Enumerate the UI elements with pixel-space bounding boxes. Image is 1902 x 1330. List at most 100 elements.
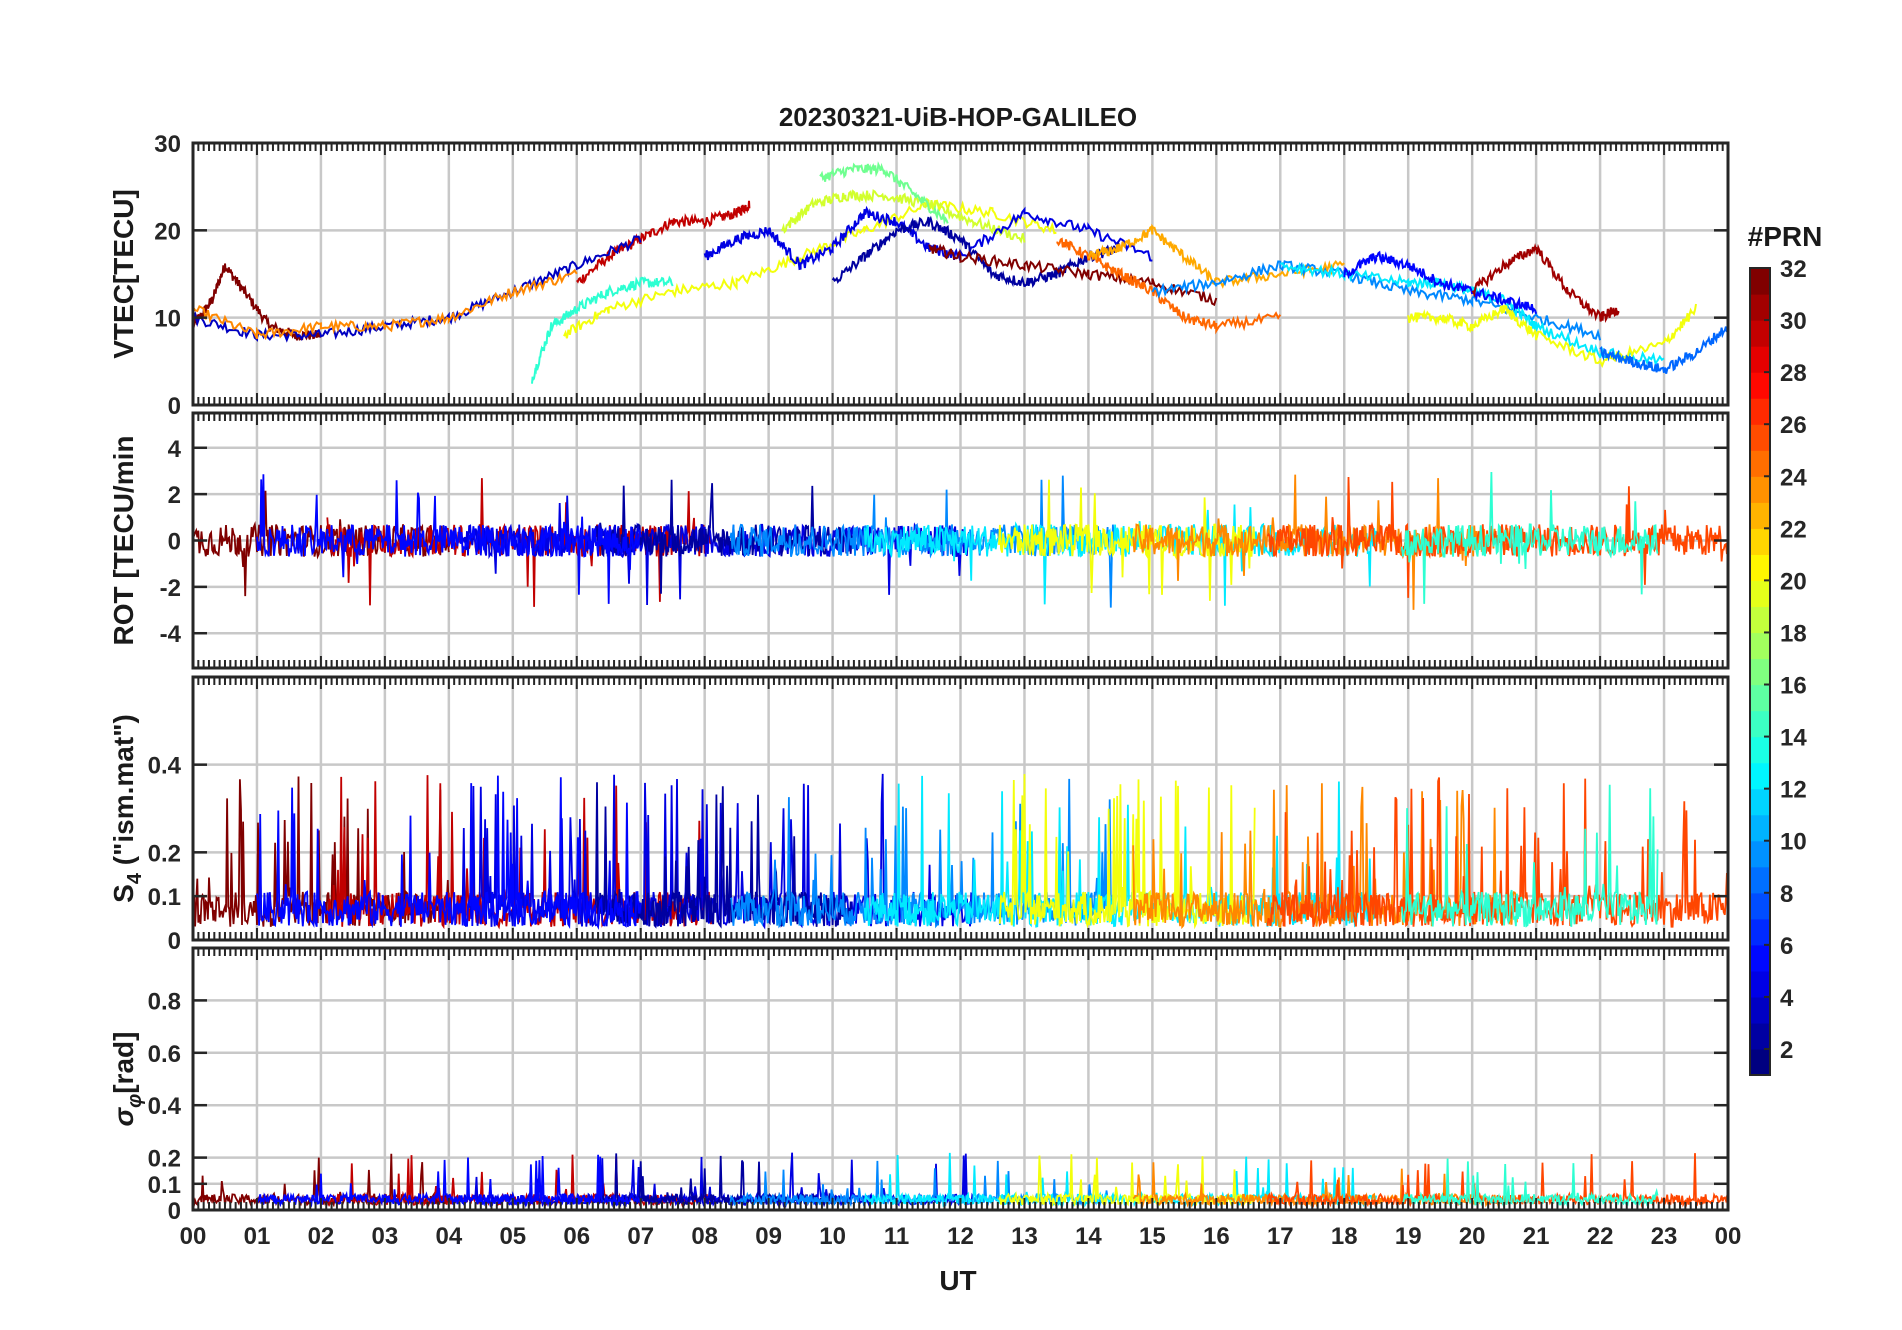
colorbar-tick-label: 14 [1780, 725, 1807, 752]
colorbar-step [1750, 554, 1770, 581]
panel-1-minor-ticks [192, 143, 1729, 405]
vtec-series-17 [1471, 242, 1620, 323]
x-tick-label: 01 [244, 1223, 271, 1250]
panel-2: -4 -2 0 2 4 ROT [TECU/min [108, 411, 1730, 670]
vtec-series-15 [1280, 261, 1665, 366]
panel-1-grid [193, 143, 1728, 405]
y-tick-label: -4 [160, 621, 182, 648]
panel-4: 00.10.2 0.4 0.6 0.8σφ[rad] [108, 946, 1730, 1225]
y-tick-label: 0.4 [148, 753, 182, 780]
colorbar-step [1750, 580, 1770, 608]
x-tick-label: 03 [372, 1223, 399, 1250]
panel-2-ylabel: ROT [TECU/min [108, 436, 139, 646]
figure-title: 20230321-UiB-HOP-GALILEO [779, 102, 1137, 132]
colorbar-step [1750, 944, 1770, 972]
x-tick-label: 18 [1331, 1223, 1358, 1250]
colorbar-frame [1749, 267, 1771, 1076]
colorbar-tick-label: 26 [1780, 412, 1807, 439]
colorbar-step [1750, 372, 1770, 399]
y-tick-label: 2 [168, 482, 181, 509]
colorbar-tick-label: 2 [1780, 1037, 1793, 1064]
x-axis: 00 01 02 03 04 05 06 07 08 09 10 11 12 13 14 15 16 17 18 19… [180, 1223, 1742, 1250]
vtec-series-5 [531, 275, 674, 384]
colorbar-step [1750, 450, 1770, 477]
colorbar-step [1750, 294, 1770, 321]
x-tick-label: 00 [180, 1223, 207, 1250]
x-tick-label: 13 [1011, 1223, 1038, 1250]
vtec-series-9 [703, 205, 1153, 271]
x-axis-label: UT [939, 1265, 976, 1296]
y-tick-label: 10 [154, 306, 181, 333]
colorbar-tick-label: 24 [1780, 464, 1807, 491]
colorbar-tick-label: 6 [1780, 933, 1793, 960]
panel-1-traces [193, 161, 1728, 384]
colorbar-step [1750, 1022, 1770, 1050]
vtec-series-8 [819, 161, 949, 226]
colorbar-tick-label: 30 [1780, 308, 1807, 335]
y-tick-label: 30 [154, 131, 181, 158]
panel-3-trace-4 [595, 782, 853, 929]
vtec-series-2 [576, 200, 751, 285]
panel-4-ylabel: σφ[rad] [108, 1032, 146, 1127]
panel-2-trace-10 [1400, 471, 1659, 604]
panel-4-grid [193, 948, 1728, 1210]
y-tick-label: 0 [168, 1198, 181, 1225]
panel-4-trace-5 [729, 1160, 1115, 1208]
y-tick-label: 0.6 [148, 1041, 181, 1068]
colorbar-step [1750, 840, 1770, 868]
x-tick-label: 11 [884, 1223, 909, 1250]
y-tick-label: 20 [154, 218, 181, 245]
x-tick-label: 07 [627, 1223, 654, 1250]
panel-4-minor-ticks [192, 948, 1729, 1210]
x-tick-label: 06 [563, 1223, 590, 1250]
colorbar-tick-label: 4 [1780, 985, 1794, 1012]
colorbar-step [1750, 528, 1770, 555]
x-tick-label: 05 [499, 1223, 526, 1250]
vtec-series-4 [193, 268, 578, 341]
vtec-series-1 [193, 263, 322, 341]
colorbar-step [1750, 476, 1770, 503]
x-tick-label: 10 [819, 1223, 846, 1250]
colorbar-step [1750, 398, 1770, 425]
colorbar-tick-label: 32 [1780, 256, 1807, 283]
x-tick-label: 00 [1715, 1223, 1742, 1250]
panel-3-trace-10 [1400, 784, 1659, 928]
panel-2-traces [193, 471, 1728, 610]
x-tick-label: 20 [1459, 1223, 1486, 1250]
colorbar-step [1750, 684, 1770, 712]
y-tick-label: 0.1 [148, 1172, 181, 1199]
colorbar-step [1750, 814, 1770, 842]
vtec-series-19 [1599, 322, 1728, 374]
colorbar-step [1750, 268, 1770, 295]
panel-3-trace-1 [193, 776, 450, 927]
x-tick-label: 02 [308, 1223, 335, 1250]
colorbar-tick-label: 20 [1780, 568, 1807, 595]
colorbar-step [1750, 866, 1770, 894]
x-tick-label: 14 [1075, 1223, 1102, 1250]
panel-2-trace-4 [595, 479, 853, 594]
colorbar-step [1750, 918, 1770, 946]
colorbar-step [1750, 658, 1770, 686]
vtec-series-13 [1087, 223, 1345, 289]
y-tick-label: 0.1 [148, 884, 181, 911]
y-tick-label: 0.8 [148, 988, 181, 1015]
x-tick-label: 08 [691, 1223, 718, 1250]
x-tick-label: 19 [1395, 1223, 1422, 1250]
panel-3-minor-ticks [192, 677, 1729, 940]
y-tick-label: -2 [160, 575, 181, 602]
panel-2-minor-ticks [192, 413, 1729, 668]
colorbar-step [1750, 736, 1770, 764]
colorbar-step [1750, 970, 1770, 998]
colorbar-step [1750, 320, 1770, 347]
vtec-series-18 [1407, 303, 1697, 369]
x-tick-label: 16 [1203, 1223, 1230, 1250]
colorbar-step [1750, 710, 1770, 738]
colorbar-step [1750, 346, 1770, 373]
colorbar-label: #PRN [1748, 221, 1823, 252]
colorbar-step [1750, 892, 1770, 920]
x-tick-label: 21 [1523, 1223, 1550, 1250]
y-tick-label: 0 [168, 529, 181, 556]
colorbar-step [1750, 606, 1770, 634]
